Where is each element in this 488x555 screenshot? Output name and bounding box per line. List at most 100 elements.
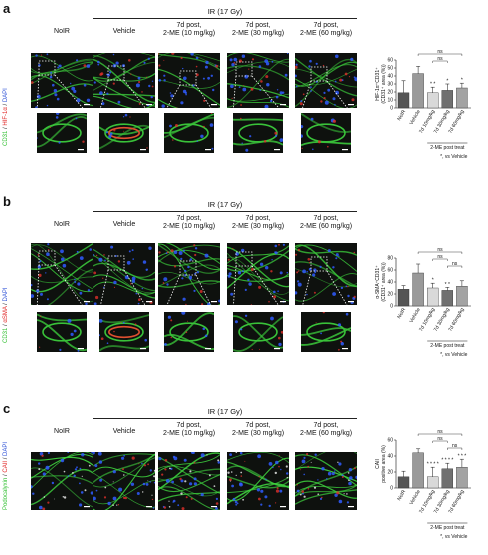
ns-label: ns [437,56,443,62]
column-header-line: 7d post, [176,215,202,222]
stain-label-part: / [3,102,9,108]
ns-label: ns [452,261,458,267]
significance-mark: * [446,79,448,85]
y-axis-label: HIF-1α⁺CD31⁺(CD31⁺ area (%)) [375,64,387,104]
y-tick-label: 50 [387,66,393,72]
group-label: 2-ME post treat [430,525,465,531]
y-tick-label: 40 [387,74,393,80]
ns-label: ns [437,436,443,442]
ns-label: ns [437,254,443,260]
column-header: 7d post, 2-ME (30 mg/kg) [227,22,289,38]
bar [456,467,468,489]
column-header-line: 2-ME (10 mg/kg) [162,30,216,37]
column-header: 7d post, 2-ME (10 mg/kg) [158,22,220,38]
micrograph [31,452,93,510]
stain-label: CD31 / HIF-1α / DAPI [3,88,9,146]
micrograph-inset [164,312,214,352]
column-header-line: 2-ME (60 mg/kg) [299,30,353,37]
stain-label-part: DAPI [3,88,9,103]
y-tick-label: 20 [387,90,393,96]
micrograph-inset [301,113,351,153]
significance-mark: * * * [458,454,467,460]
ns-bracket [417,433,463,436]
column-header-line: 7d post, [313,22,339,29]
zoom-connector [36,264,88,312]
micrograph [227,53,289,108]
column-header-line: 7d post, [313,422,339,429]
ir-bracket-line [93,211,357,212]
panel-label: c [3,401,11,416]
column-header: NoIR [31,221,93,229]
group-label: 2-ME post treat [430,343,465,349]
micrograph [295,243,357,305]
bar [412,272,424,307]
column-header-line: 2-ME (30 mg/kg) [231,30,285,37]
y-tick-label: 30 [387,82,393,88]
footnote: *, vs Vehicle [440,154,467,160]
y-tick-label: 60 [387,58,393,64]
x-tick-label: Vehicle [409,109,422,126]
micrograph-inset [233,113,283,153]
zoom-connector [232,75,284,113]
micrograph-inset [164,113,214,153]
zoom-connector [98,269,150,312]
ns-bracket [432,440,448,443]
column-header: 7d post, 2-ME (60 mg/kg) [295,22,357,38]
column-header-line: NoIR [54,221,70,228]
bar [397,92,410,109]
y-tick-label: 20 [387,470,393,476]
stain-label-part: / [3,322,9,328]
bar [441,290,454,307]
zoom-connector [163,274,215,312]
bar [456,87,468,109]
micrograph [227,243,289,305]
stain-label-part: / [3,472,9,478]
significance-mark: * * * * [441,458,453,464]
ns-bracket [447,265,463,268]
micrograph [158,243,220,305]
significance-mark: * * [430,82,435,88]
zoom-connector [163,84,215,113]
column-header-line: 2-ME (30 mg/kg) [231,430,285,437]
column-header: 7d post, 2-ME (30 mg/kg) [227,422,289,438]
column-header-line: 7d post, [176,422,202,429]
footnote: *, vs Vehicle [440,352,467,358]
column-header: Vehicle [93,428,155,436]
column-header-line: Vehicle [112,221,136,228]
column-header: Vehicle [93,28,155,36]
panel-label: b [3,194,11,209]
zoom-connector [36,74,88,113]
column-header-line: 2-ME (30 mg/kg) [231,223,285,230]
stain-label-part: DAPI [3,287,9,302]
micrograph [158,53,220,108]
zoom-connector [232,265,284,312]
y-tick-label: 10 [387,98,393,104]
stain-label-part: / [3,455,9,461]
significance-mark: * [432,278,434,284]
x-tick-label: Vehicle [409,307,422,324]
y-axis-label: α-SMA⁺CD31⁺(CD31⁺ area (%)) [375,262,387,302]
bar [456,286,468,307]
micrograph [227,452,289,510]
y-tick-label: 0 [390,304,393,310]
micrograph-inset [37,312,87,352]
bar [412,73,424,109]
micrograph [93,243,155,305]
micrograph-inset [99,312,149,352]
ns-bracket [432,258,448,261]
x-tick-label: NoIR [396,489,407,502]
micrograph [31,53,93,108]
zoom-connector [300,80,352,113]
x-tick-label: NoIR [396,109,407,122]
column-header-line: 7d post, [176,22,202,29]
stain-label-part: HIF-1α [3,107,9,126]
stain-label-part: / [3,301,9,307]
column-header-line: Vehicle [112,428,136,435]
column-header-line: 7d post, [245,22,271,29]
column-header-line: Vehicle [112,28,136,35]
ir-bracket-line [93,418,357,419]
bar [397,289,410,307]
x-tick-label: NoIR [396,307,407,320]
micrograph [93,53,155,108]
